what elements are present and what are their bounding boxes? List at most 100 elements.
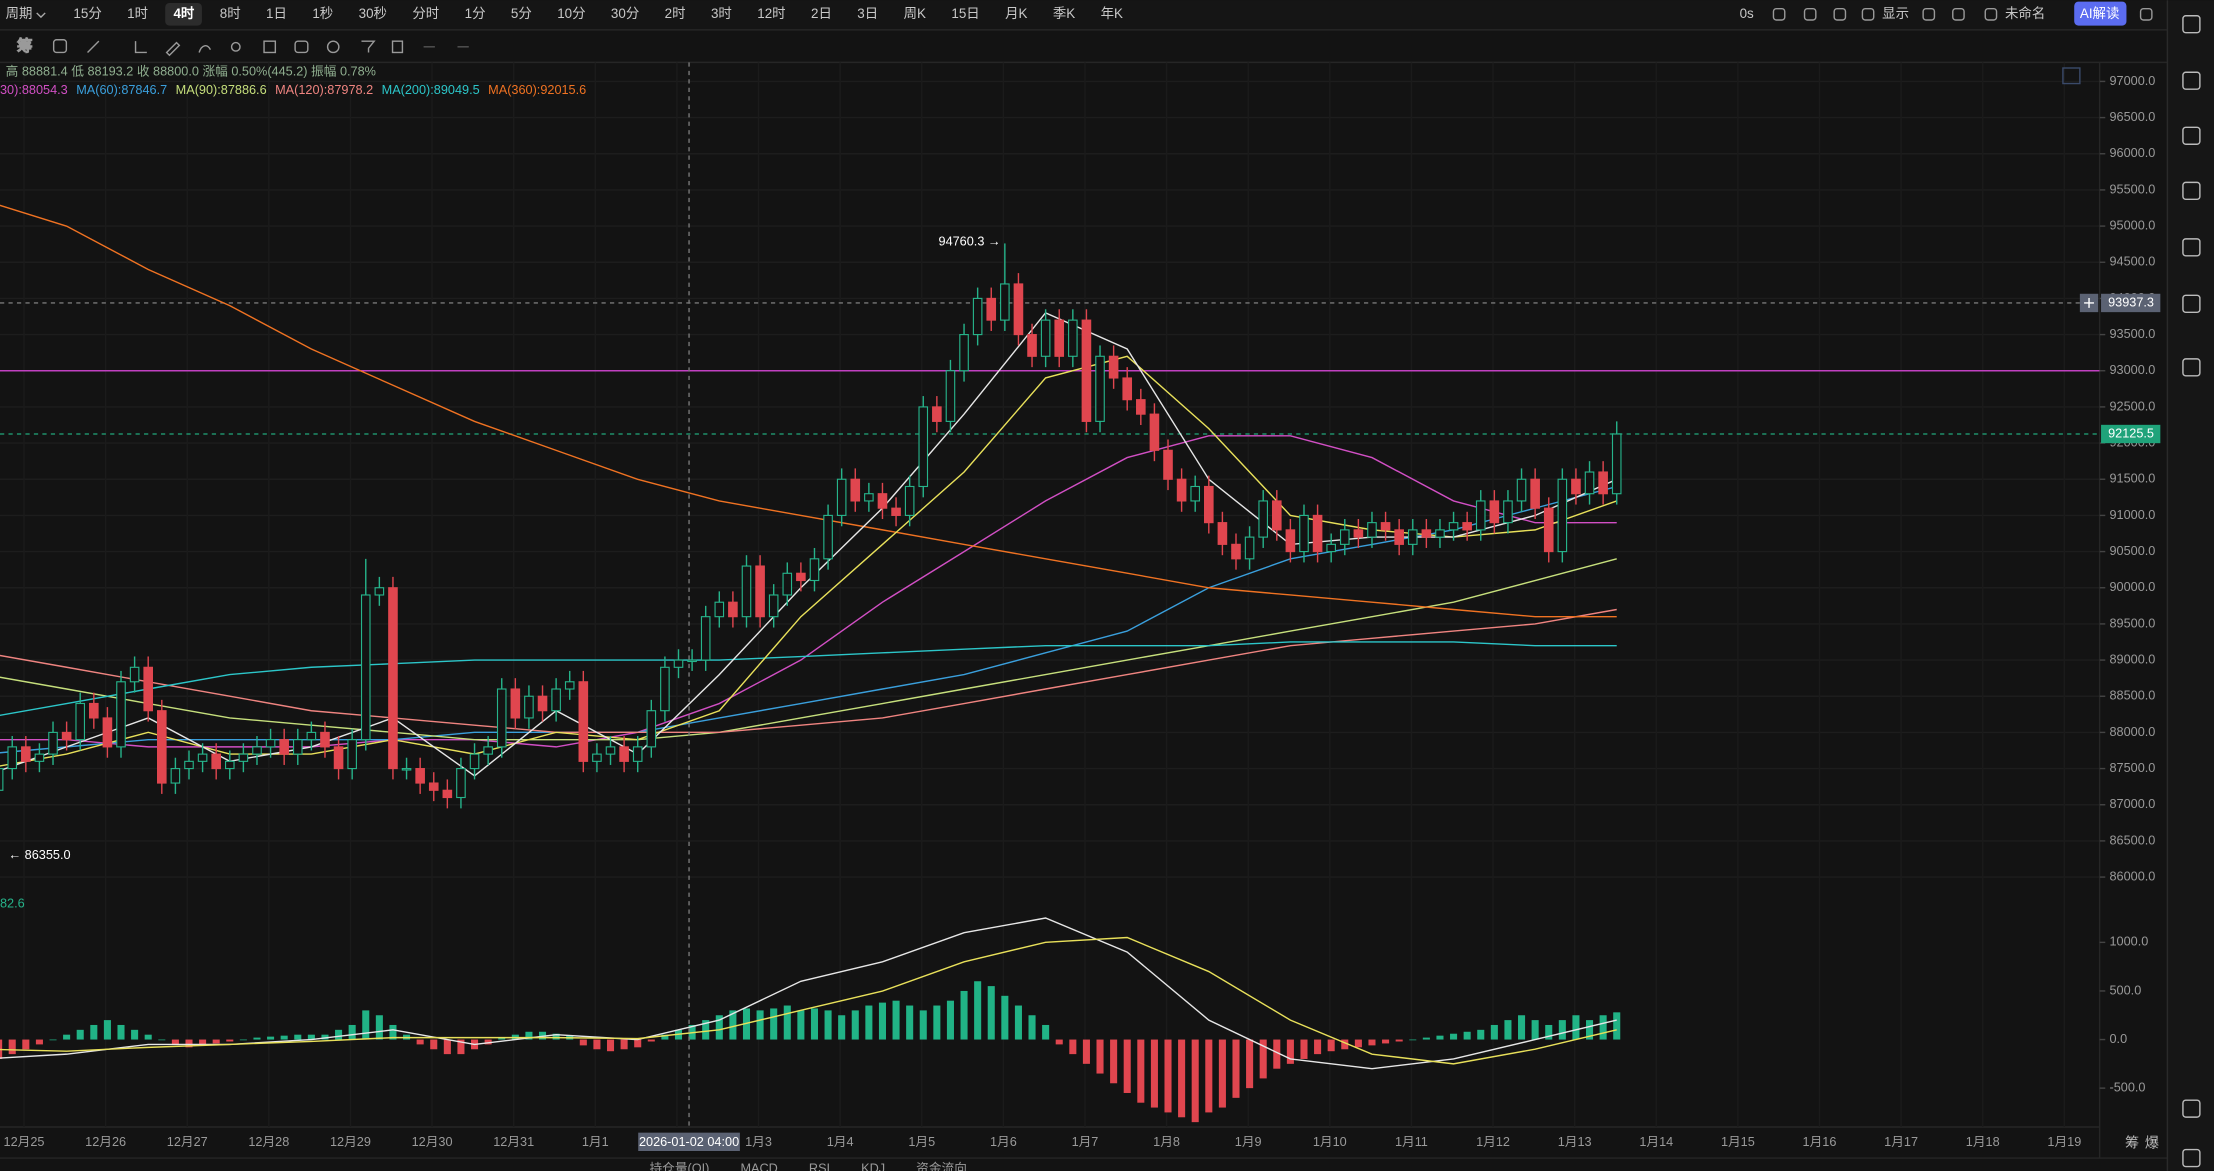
- macd-bar: [185, 1039, 193, 1048]
- indicator-tab[interactable]: RSI: [809, 1162, 830, 1171]
- period-button[interactable]: 1日: [266, 6, 287, 21]
- tool-icon[interactable]: [230, 41, 241, 52]
- ai-button-bg[interactable]: [2074, 1, 2127, 26]
- sidebar-icons: [2182, 15, 2201, 1168]
- ai-button[interactable]: AI解读: [2080, 6, 2119, 21]
- indicator-tab[interactable]: 资金流向: [916, 1161, 967, 1171]
- candle-body: [238, 753, 249, 762]
- y-tick-label: 89500.0: [2110, 616, 2156, 630]
- sidebar-icon[interactable]: [2182, 1099, 2201, 1118]
- bottom-badge[interactable]: 爆: [2145, 1135, 2159, 1151]
- toolbar-icon[interactable]: [1803, 7, 1817, 21]
- x-tick-label: 12月29: [330, 1135, 371, 1149]
- indicator-tab[interactable]: MACD: [740, 1162, 777, 1171]
- candle-body: [1557, 478, 1568, 553]
- toolbar-item[interactable]: 显示: [1882, 6, 1909, 21]
- macd-bar: [1150, 1039, 1158, 1108]
- tool-icon[interactable]: [87, 40, 100, 53]
- period-button[interactable]: 3日: [857, 6, 878, 21]
- period-button[interactable]: 2时: [665, 6, 686, 21]
- candle-body: [197, 753, 208, 762]
- sidebar-icon[interactable]: [2182, 294, 2201, 313]
- macd-bar: [1382, 1039, 1390, 1044]
- tool-icon[interactable]: [52, 39, 68, 54]
- period-button[interactable]: 30秒: [359, 6, 387, 21]
- candle-body: [1081, 319, 1092, 422]
- toolbar-icon[interactable]: [1833, 7, 1847, 21]
- toolbar-item[interactable]: 0s: [1740, 6, 1754, 21]
- toolbar-icon[interactable]: [1984, 7, 1998, 21]
- tool-icon[interactable]: [361, 40, 376, 53]
- crosshair-price: 93937.3: [2108, 295, 2154, 309]
- candle-body: [1108, 355, 1119, 379]
- candle-body: [564, 681, 575, 690]
- tool-icon[interactable]: [294, 40, 309, 54]
- tool-icon[interactable]: [198, 45, 212, 53]
- sidebar-icon[interactable]: [2182, 358, 2201, 377]
- indicator-tab[interactable]: 持仓量(OI): [650, 1162, 710, 1171]
- ohlc-header: 高 88881.4 低 88193.2 收 88800.0 涨幅 0.50%(4…: [6, 64, 376, 79]
- candle-body: [34, 753, 45, 762]
- period-button[interactable]: 1秒: [312, 6, 333, 21]
- expand-icon[interactable]: [2062, 67, 2081, 85]
- period-button[interactable]: 年K: [1101, 6, 1123, 21]
- tool-icon[interactable]: [326, 40, 340, 54]
- candle-body: [360, 594, 371, 741]
- macd-bar: [1246, 1039, 1254, 1089]
- period-button[interactable]: 周K: [904, 6, 926, 21]
- sidebar-icon[interactable]: [2182, 71, 2201, 90]
- period-button[interactable]: 15日: [951, 6, 979, 21]
- y-tick-label: 95000.0: [2110, 218, 2156, 232]
- candle-body: [1516, 478, 1527, 502]
- indicator-tab[interactable]: KDJ: [861, 1162, 885, 1171]
- period-button[interactable]: 分时: [412, 6, 439, 21]
- sidebar-icon[interactable]: [2182, 15, 2201, 34]
- x-tick-label: 1月15: [1721, 1135, 1755, 1149]
- toolbar-icon[interactable]: [1861, 7, 1875, 21]
- macd-bar: [1545, 1024, 1553, 1040]
- toolbar-icon[interactable]: [1772, 7, 1786, 21]
- toolbar-item[interactable]: 未命名: [2005, 5, 2045, 21]
- candle-body: [75, 702, 86, 741]
- period-button[interactable]: 5分: [511, 6, 532, 21]
- sidebar-icon[interactable]: [2182, 181, 2201, 201]
- period-button[interactable]: 月K: [1005, 6, 1027, 21]
- period-button[interactable]: 12时: [757, 6, 785, 21]
- toolbar-icon[interactable]: [2139, 7, 2153, 21]
- sidebar-icon[interactable]: [2182, 238, 2201, 257]
- period-label[interactable]: 周期: [6, 6, 33, 21]
- sidebar-icon[interactable]: [2182, 1148, 2201, 1168]
- macd-bar: [892, 1000, 900, 1040]
- period-button[interactable]: 2日: [811, 6, 832, 21]
- bottom-badge[interactable]: 筹: [2125, 1135, 2139, 1151]
- tool-icon[interactable]: [263, 40, 277, 54]
- macd-bar: [1518, 1015, 1526, 1040]
- candle-body: [1231, 543, 1241, 560]
- tool-icon[interactable]: [165, 41, 181, 57]
- period-button[interactable]: 8时: [220, 6, 241, 21]
- candle-body: [415, 768, 425, 784]
- dropdown-caret[interactable]: [36, 12, 46, 19]
- add-icon[interactable]: [2084, 298, 2094, 308]
- period-button[interactable]: 季K: [1053, 6, 1075, 21]
- candle-body: [1326, 543, 1336, 553]
- toolbar-icon[interactable]: [1952, 7, 1965, 21]
- period-button[interactable]: 10分: [557, 6, 585, 21]
- candle-body: [428, 782, 439, 791]
- macd-bar: [362, 1010, 370, 1040]
- period-button[interactable]: 3时: [711, 6, 732, 21]
- period-button[interactable]: 4时: [173, 5, 194, 21]
- toolbar-icon[interactable]: [1922, 7, 1936, 21]
- tool-badge[interactable]: 筹: [16, 36, 33, 55]
- period-button[interactable]: 30分: [611, 6, 639, 21]
- period-button[interactable]: 1分: [465, 6, 486, 21]
- macd-bar: [103, 1020, 111, 1040]
- tool-icon[interactable]: [134, 41, 147, 54]
- sidebar-icon[interactable]: [2182, 126, 2201, 145]
- period-button[interactable]: 15分: [73, 6, 101, 21]
- macd-bar: [430, 1039, 438, 1050]
- candle-body: [1489, 500, 1500, 524]
- period-button[interactable]: 1时: [127, 6, 148, 21]
- macd-bar: [1286, 1039, 1294, 1064]
- tool-icon[interactable]: [391, 40, 404, 54]
